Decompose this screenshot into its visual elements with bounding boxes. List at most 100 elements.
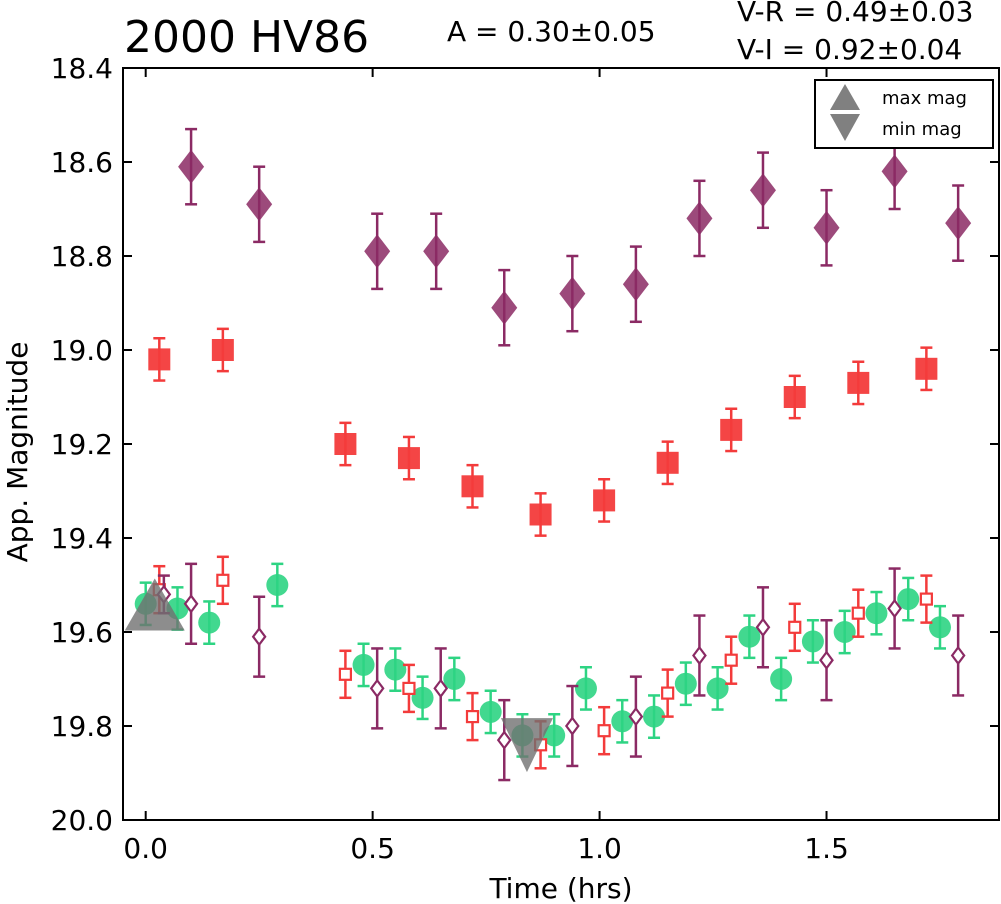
data-point [597, 724, 611, 738]
data-point [338, 667, 353, 681]
data-point [706, 677, 729, 700]
data-point [433, 678, 449, 699]
data-point [887, 598, 902, 619]
data-point [813, 210, 840, 245]
x-tick-label: 0.0 [123, 832, 168, 865]
v-r-color-label: V-R = 0.49±0.03 [737, 0, 974, 28]
amplitude-label: A = 0.30±0.05 [447, 15, 656, 48]
y-tick-label: 19.4 [51, 522, 113, 555]
y-tick-label: 18.4 [51, 52, 113, 85]
axis-ticks: 0.0 0.5 1.0 1.5 18.4 18.6 18.8 19.0 19.2 19.4 19.6… [51, 52, 999, 865]
y-tick-label: 19.6 [51, 616, 113, 649]
data-point [529, 503, 552, 526]
data-point [183, 593, 199, 614]
data-layer [134, 127, 972, 782]
data-point [369, 678, 385, 699]
max-mag-marker [124, 578, 185, 631]
data-point [251, 626, 267, 647]
data-point [674, 672, 697, 695]
data-point [559, 276, 586, 311]
v-i-color-label: V-I = 0.92±0.04 [737, 33, 963, 66]
data-point [397, 447, 420, 470]
data-point [643, 705, 666, 728]
data-point [593, 489, 616, 512]
data-point [198, 611, 221, 634]
data-point [352, 653, 375, 676]
data-point [770, 668, 793, 690]
data-point [865, 602, 888, 625]
data-point [881, 154, 908, 189]
data-point [216, 573, 230, 587]
data-point [928, 616, 951, 639]
x-tick-label: 1.0 [577, 832, 622, 865]
data-point [720, 418, 743, 441]
data-point [411, 686, 434, 709]
data-point [915, 357, 938, 380]
data-point [266, 574, 289, 596]
y-tick-label: 18.6 [51, 146, 113, 179]
data-point [211, 339, 234, 361]
data-point [178, 149, 205, 184]
data-point [749, 173, 776, 208]
legend-max-marker [830, 84, 860, 110]
x-tick-label: 0.5 [350, 832, 395, 865]
y-axis-label: App. Magnitude [1, 342, 34, 563]
data-point [628, 706, 644, 727]
data-point [611, 710, 634, 733]
extrema-markers [124, 578, 553, 773]
data-point [788, 620, 802, 634]
series-diamond-open [156, 562, 966, 782]
data-point [686, 201, 713, 236]
data-point [656, 451, 679, 474]
data-point [801, 630, 824, 653]
legend: max mag min mag [814, 79, 994, 149]
data-point [738, 625, 761, 648]
data-point [897, 588, 920, 611]
data-point [246, 187, 273, 222]
data-point [491, 290, 518, 325]
y-tick-label: 19.0 [51, 334, 113, 367]
data-point [543, 724, 566, 747]
data-point [724, 653, 738, 667]
data-point [402, 681, 416, 696]
y-tick-label: 19.8 [51, 710, 113, 743]
y-tick-label: 20.0 [51, 804, 113, 837]
legend-min-marker [830, 114, 860, 141]
data-point [479, 700, 502, 723]
data-point [423, 234, 450, 269]
data-point [364, 234, 391, 269]
data-point [833, 621, 856, 643]
data-point [755, 617, 771, 638]
data-point [622, 267, 649, 302]
data-point [950, 645, 966, 666]
data-point [496, 730, 512, 750]
data-point [661, 686, 675, 700]
legend-label-min: min mag [882, 119, 962, 140]
data-point [564, 716, 580, 736]
data-point [148, 348, 171, 371]
y-tick-label: 18.8 [51, 240, 113, 273]
data-point [945, 206, 972, 241]
plot-frame [122, 67, 1000, 821]
y-tick-label: 19.2 [51, 428, 113, 461]
x-axis-label: Time (hrs) [488, 872, 632, 904]
data-point [851, 606, 865, 620]
data-point [783, 386, 806, 408]
data-point [465, 709, 480, 724]
data-point [819, 650, 834, 671]
series-diamond-filled [178, 127, 972, 347]
data-point [384, 658, 407, 681]
data-point [847, 371, 870, 394]
series-square-filled [148, 327, 938, 537]
x-tick-label: 1.5 [804, 832, 849, 865]
data-point [334, 433, 357, 455]
data-point [574, 677, 597, 700]
data-point [461, 475, 484, 498]
min-mag-marker [500, 718, 553, 773]
data-point [692, 645, 707, 666]
legend-label-max: max mag [882, 88, 967, 109]
data-point [443, 668, 466, 690]
data-point [919, 592, 933, 606]
chart-title: 2000 HV86 [124, 12, 370, 63]
